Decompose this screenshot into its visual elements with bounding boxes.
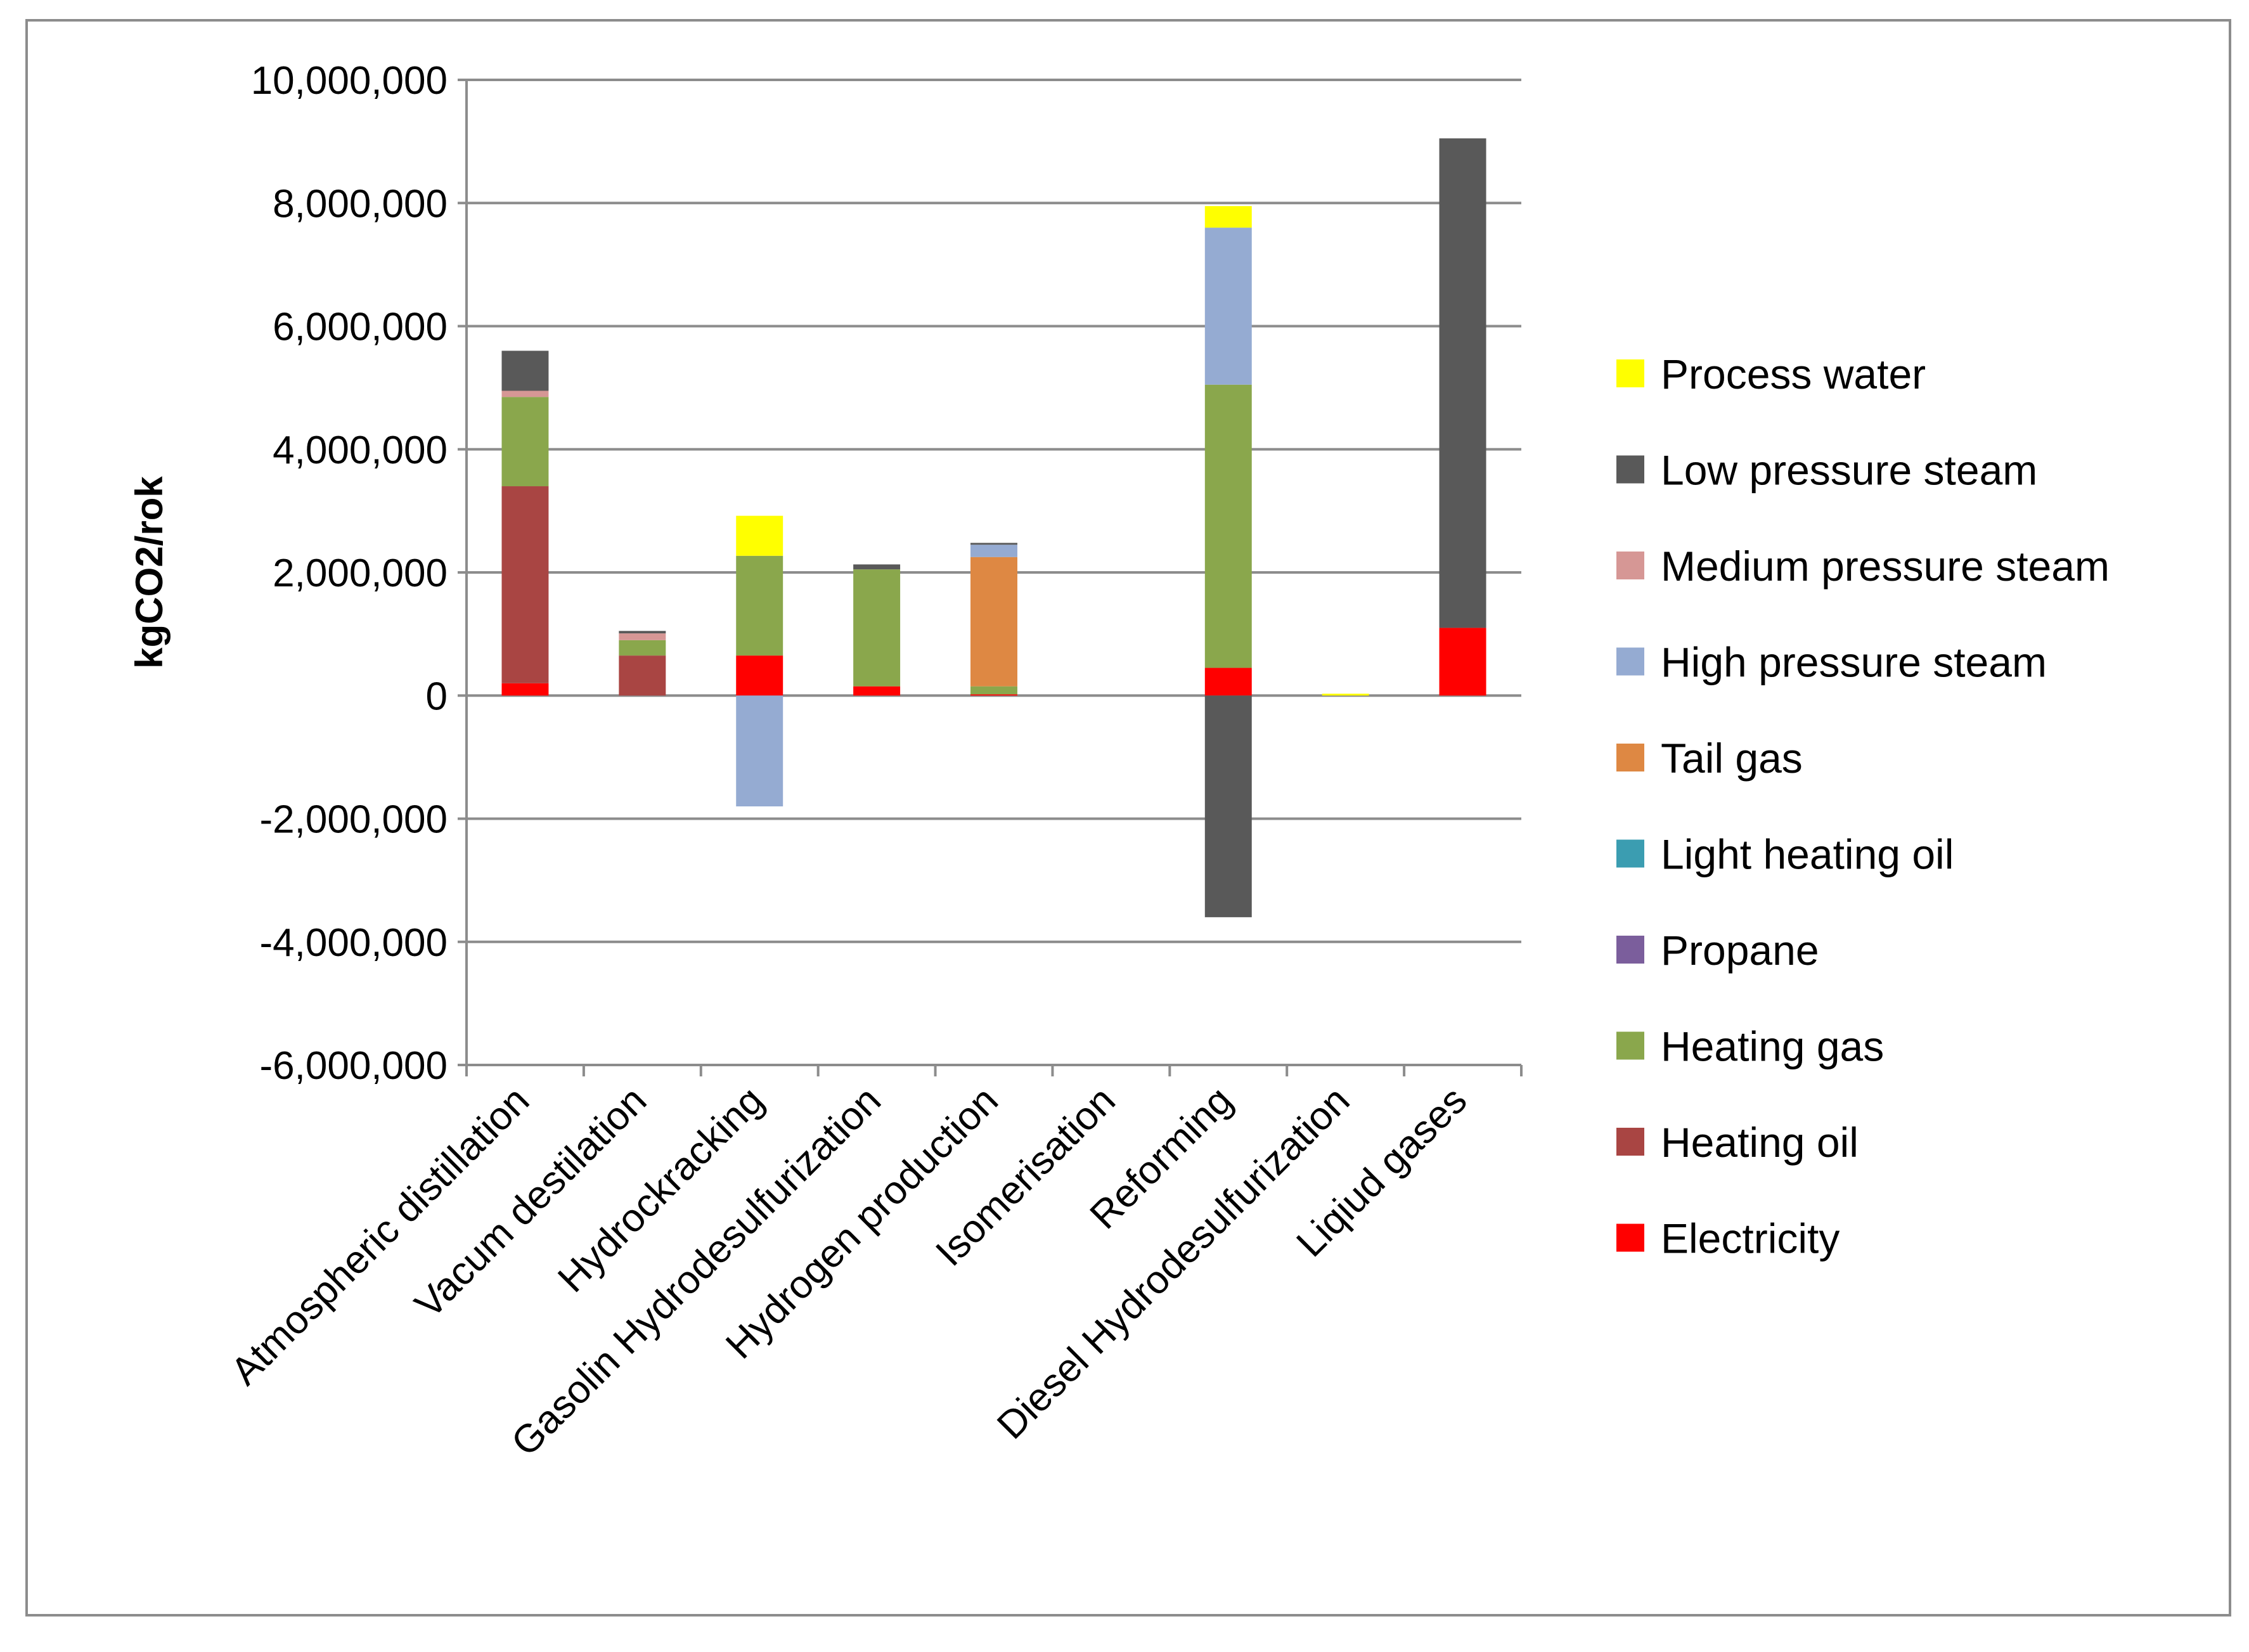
bar-segment xyxy=(1204,206,1252,228)
y-tick-label: 6,000,000 xyxy=(273,306,448,349)
legend-swatch xyxy=(1616,455,1644,484)
y-tick-labels: 10,000,000 8,000,000 6,000,000 4,000,000 2,0… xyxy=(251,59,448,1088)
legend-label: Medium pressure steam xyxy=(1661,543,2110,590)
legend-swatch xyxy=(1616,552,1644,579)
y-tick-label: -6,000,000 xyxy=(260,1044,448,1088)
legend-label: Process water xyxy=(1661,351,1926,397)
legend-label: Electricity xyxy=(1661,1215,1840,1262)
legend-swatch xyxy=(1616,647,1644,676)
legend-label: High pressure steam xyxy=(1661,639,2047,686)
bar-segment xyxy=(1322,694,1369,696)
y-tick-label: -2,000,000 xyxy=(260,798,448,842)
bar-segment xyxy=(501,397,549,487)
legend-label: Light heating oil xyxy=(1661,831,1954,878)
y-tick-label: -4,000,000 xyxy=(260,921,448,965)
bar-segment xyxy=(501,351,549,391)
bar-segment xyxy=(736,515,783,556)
bar-segment xyxy=(501,683,549,696)
bar-segment xyxy=(970,545,1017,557)
bar-segment xyxy=(970,694,1017,696)
legend-swatch xyxy=(1616,1128,1644,1156)
legend-swatch xyxy=(1616,744,1644,771)
bar-segment xyxy=(619,631,666,634)
y-tick-label: 2,000,000 xyxy=(273,552,448,595)
legend-swatch xyxy=(1616,936,1644,964)
legend-label: Heating gas xyxy=(1661,1023,1884,1070)
bar-segment xyxy=(1439,628,1486,696)
bar-segment xyxy=(619,633,666,640)
bar-segment xyxy=(970,557,1017,687)
legend-label: Heating oil xyxy=(1661,1119,1859,1166)
legend-label: Tail gas xyxy=(1661,735,1803,782)
bar-segment xyxy=(1204,384,1252,668)
bar-segment xyxy=(970,543,1017,545)
bar-segment xyxy=(619,640,666,656)
bar-segment xyxy=(736,695,783,807)
bar-segment xyxy=(853,564,901,570)
bar-segment xyxy=(736,555,783,656)
bar-segment xyxy=(853,686,901,696)
bar-segment xyxy=(1204,228,1252,385)
bar-segment xyxy=(736,655,783,696)
legend-label: Low pressure steam xyxy=(1661,447,2037,494)
y-tick-label: 0 xyxy=(426,674,448,718)
legend-swatch xyxy=(1616,1031,1644,1060)
axes xyxy=(458,79,1523,1076)
bar-segment xyxy=(970,686,1017,695)
chart-frame: 10,000,000 8,000,000 6,000,000 4,000,000 2,0… xyxy=(25,19,2231,1617)
legend-label: Propane xyxy=(1661,927,1819,974)
bar-segment xyxy=(1204,695,1252,917)
legend: Process water Low pressure steam Medium pr… xyxy=(1616,351,2110,1262)
y-axis-label: kgCO2/rok xyxy=(128,476,171,669)
stacked-bar-chart: 10,000,000 8,000,000 6,000,000 4,000,000 2,0… xyxy=(128,59,2110,1464)
bars xyxy=(501,138,1486,917)
bar-segment xyxy=(1204,668,1252,696)
bar-segment xyxy=(1439,138,1486,628)
bar-segment xyxy=(853,569,901,687)
bar-segment xyxy=(501,486,549,683)
y-tick-label: 10,000,000 xyxy=(251,59,448,103)
legend-swatch xyxy=(1616,839,1644,868)
legend-swatch xyxy=(1616,359,1644,387)
bar-segment xyxy=(619,655,666,696)
y-tick-label: 4,000,000 xyxy=(273,429,448,472)
y-tick-label: 8,000,000 xyxy=(273,182,448,226)
bar-segment xyxy=(501,390,549,397)
x-tick-label: Hydrockracking xyxy=(550,1078,772,1301)
legend-swatch xyxy=(1616,1223,1644,1252)
